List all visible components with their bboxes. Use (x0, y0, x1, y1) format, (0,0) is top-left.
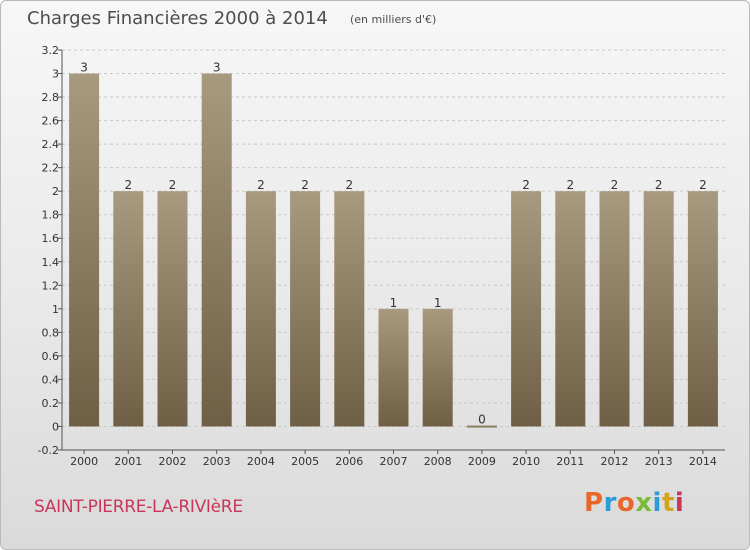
commune-name: SAINT-PIERRE-LA-RIVIèRE (34, 497, 243, 517)
brand-letter: x (635, 488, 653, 518)
data-label: 2 (611, 178, 619, 192)
brand-letter: P (584, 488, 604, 518)
axes (58, 49, 725, 454)
x-tick-label: 2012 (601, 455, 629, 468)
labels: -0.2 0 0.2 0.4 0.6 0.8 1 1.2 1.4 1.6 1.8 2 2.2 2.4 2.6… (38, 44, 717, 468)
x-tick-label: 2002 (159, 455, 187, 468)
proxiti-logo[interactable]: Proxiti (584, 488, 684, 518)
bar-2013 (643, 191, 674, 427)
bar-2014 (687, 191, 718, 427)
y-tick-label: 2 (52, 185, 59, 198)
x-tick-label: 2003 (203, 455, 231, 468)
data-label: 2 (345, 178, 353, 192)
y-tick-label: -0.2 (38, 444, 59, 457)
x-tick-label: 2013 (645, 455, 673, 468)
data-label: 2 (699, 178, 707, 192)
data-label: 2 (566, 178, 574, 192)
y-tick-label: 1.8 (42, 209, 60, 222)
bar-2012 (599, 191, 630, 427)
bar-2010 (511, 191, 542, 427)
data-label: 1 (390, 296, 398, 310)
data-label: 2 (124, 178, 132, 192)
brand-letter: i (652, 488, 662, 518)
y-tick-label: 1.6 (42, 232, 60, 245)
bar-2002 (157, 191, 188, 427)
y-tick-label: 0.8 (42, 326, 60, 339)
x-tick-label: 2000 (70, 455, 98, 468)
unit-label: (en milliers d'€) (350, 13, 437, 26)
x-tick-label: 2007 (380, 455, 408, 468)
x-tick-label: 2010 (512, 455, 540, 468)
bars (69, 73, 718, 428)
data-label: 2 (522, 178, 530, 192)
data-label: 0 (478, 412, 486, 426)
data-label: 2 (257, 178, 265, 192)
y-tick-label: 1 (52, 303, 59, 316)
brand-letter: t (661, 488, 675, 518)
bar-2005 (290, 191, 321, 427)
y-tick-label: 0.4 (42, 373, 60, 386)
data-label: 3 (213, 61, 221, 75)
x-tick-label: 2008 (424, 455, 452, 468)
y-tick-label: 2.6 (42, 115, 60, 128)
bar-2000 (69, 73, 100, 427)
data-label: 2 (169, 178, 177, 192)
chart-title: Charges Financières 2000 à 2014 (27, 8, 328, 29)
x-tick-label: 2014 (689, 455, 717, 468)
x-tick-label: 2005 (291, 455, 319, 468)
y-tick-label: 0.2 (42, 397, 60, 410)
bar-2004 (245, 191, 276, 427)
data-label: 2 (655, 178, 663, 192)
x-tick-label: 2004 (247, 455, 275, 468)
data-label: 1 (434, 296, 442, 310)
bar-2008 (422, 308, 453, 427)
brand-letter: i (674, 488, 685, 518)
y-tick-label: 3.2 (42, 44, 60, 57)
data-label: 3 (80, 61, 88, 75)
bar-2009 (466, 425, 497, 428)
bar-2003 (201, 73, 232, 427)
y-tick-label: 2.2 (42, 162, 60, 175)
bar-2001 (113, 191, 144, 427)
x-tick-label: 2009 (468, 455, 496, 468)
y-tick-label: 1.2 (42, 279, 60, 292)
x-tick-label: 2006 (335, 455, 363, 468)
bar-2011 (555, 191, 586, 427)
y-tick-label: 0 (52, 420, 59, 433)
bar-2006 (334, 191, 365, 427)
bar-2007 (378, 308, 409, 427)
y-tick-label: 2.4 (42, 138, 60, 151)
y-tick-label: 2.8 (42, 91, 60, 104)
y-tick-label: 1.4 (42, 256, 60, 269)
x-tick-label: 2001 (114, 455, 142, 468)
brand-letter: r (603, 488, 617, 518)
y-tick-label: 0.6 (42, 350, 60, 363)
brand-letter: o (616, 488, 636, 518)
y-tick-label: 3 (52, 68, 59, 81)
x-tick-label: 2011 (556, 455, 584, 468)
data-label: 2 (301, 178, 309, 192)
